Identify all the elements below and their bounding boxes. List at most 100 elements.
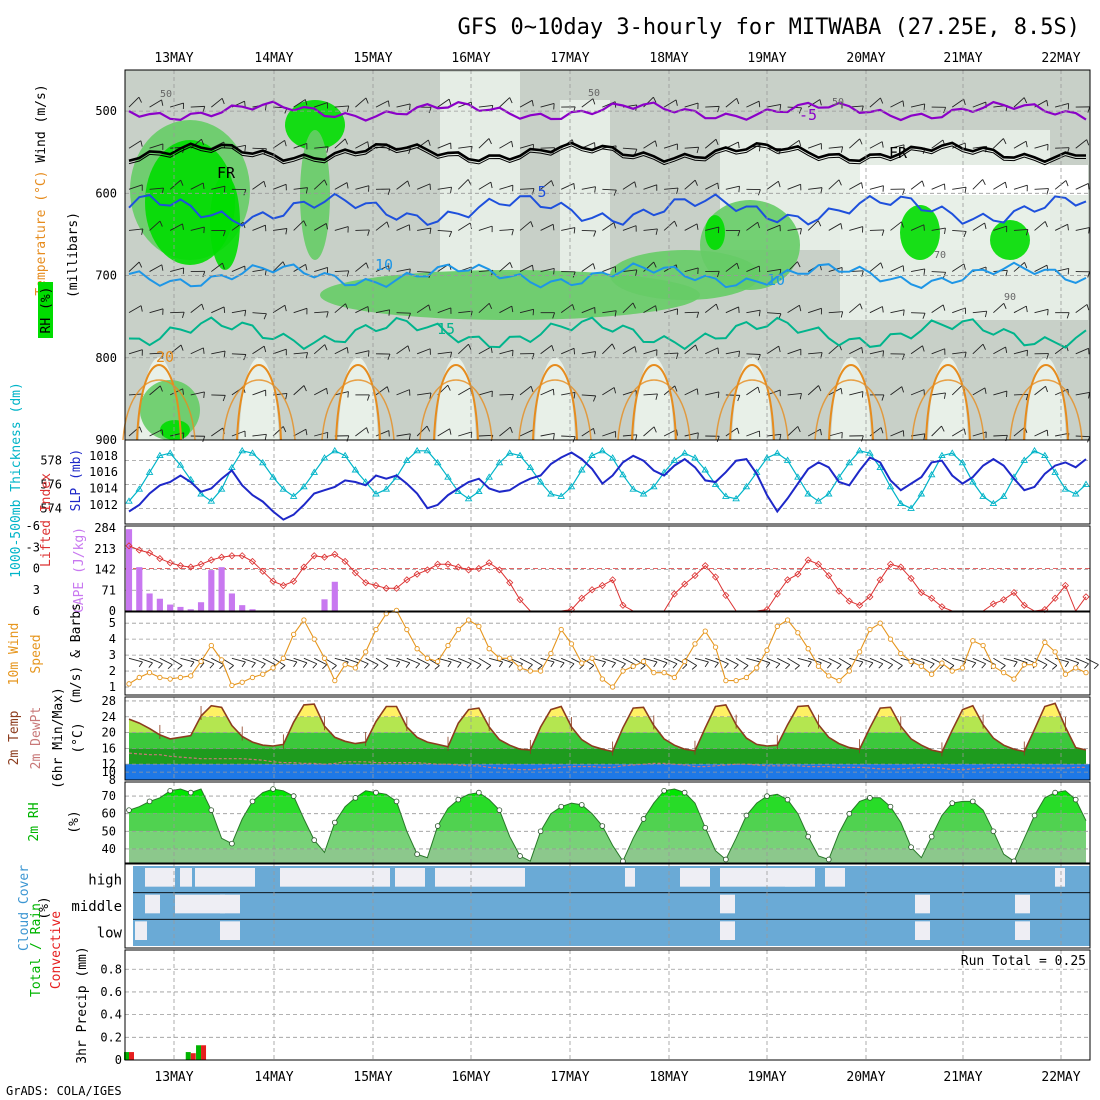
rh-column bbox=[338, 357, 378, 440]
thickness-point bbox=[866, 449, 874, 456]
wind-barb bbox=[478, 346, 492, 355]
wind-barb-flag bbox=[447, 384, 451, 391]
precip-ylabel-part: 3hr Precip (mm) bbox=[75, 946, 90, 1063]
wind-barb-flag bbox=[634, 149, 638, 155]
wind-barb-flag bbox=[202, 271, 206, 278]
wind-barb bbox=[622, 302, 634, 313]
wind-barb-flag bbox=[222, 262, 225, 269]
surface-wind-barb bbox=[797, 657, 812, 663]
wind-barb-flag bbox=[222, 230, 226, 237]
wind-barb-flag bbox=[326, 146, 329, 153]
thickness-slp-panel: 574 576 578 1012 1014 1016 1018 1000-500mb Thic… bbox=[9, 382, 1091, 578]
lifted-index-point bbox=[475, 564, 483, 573]
surface-wind-barb-flag bbox=[331, 665, 337, 670]
upper-ylabel-part: Temperature (°C) bbox=[34, 163, 49, 296]
surface-wind-barb-flag bbox=[228, 665, 234, 670]
wind-barb-flag bbox=[632, 302, 636, 309]
wind-speed-point bbox=[568, 641, 575, 647]
thickness-point bbox=[300, 482, 308, 490]
surface-wind-barb bbox=[581, 657, 595, 666]
rh-legend-label-part: RH (%) bbox=[39, 287, 54, 334]
surface-wind-barb bbox=[128, 657, 143, 663]
lifted-index-point bbox=[495, 566, 504, 574]
wind-barb bbox=[375, 265, 389, 272]
wind-speed-point bbox=[815, 663, 822, 669]
surface-wind-barb bbox=[715, 657, 729, 665]
wind-barb-flag bbox=[141, 228, 144, 235]
surface-wind-barb-flag bbox=[1000, 665, 1006, 670]
surface-wind-barb-flag bbox=[261, 663, 266, 669]
wind-speed-point bbox=[630, 663, 636, 669]
wind-barb-flag bbox=[572, 304, 575, 311]
temp-contour-20-loop bbox=[433, 364, 479, 441]
wind-speed-point bbox=[290, 631, 297, 637]
lifted-index-point bbox=[362, 579, 370, 587]
lifted-index-point bbox=[670, 590, 678, 598]
temp-ylabel-2-part: 2m DewPt bbox=[29, 707, 44, 770]
wind-barb bbox=[766, 180, 779, 190]
rh-point bbox=[558, 803, 564, 810]
cloud-ylabel-2-text: (%) bbox=[37, 896, 52, 919]
surface-wind-barb bbox=[489, 657, 503, 663]
thickness-ylabel: 1000-500mb Thickness (dm) bbox=[9, 382, 24, 578]
wind-speed-point bbox=[682, 658, 688, 665]
wind-barb bbox=[1075, 347, 1089, 355]
rh-point bbox=[249, 798, 256, 805]
surface-wind-barb bbox=[869, 657, 883, 665]
wind-barb-flag bbox=[676, 352, 679, 359]
wind-barb bbox=[293, 263, 306, 272]
wind-ylabel-1-text: 10m Wind bbox=[7, 623, 22, 686]
lifted-index-point bbox=[197, 560, 205, 568]
lifted-index-point bbox=[609, 576, 617, 584]
wind-barb bbox=[149, 385, 161, 396]
rh-point bbox=[537, 828, 544, 835]
cape-bar bbox=[249, 609, 256, 611]
surface-wind-barb-flag bbox=[209, 663, 215, 669]
surface-wind-barb-flag bbox=[1093, 664, 1099, 670]
precip-total-bar bbox=[196, 1045, 202, 1060]
thickness-point bbox=[1051, 468, 1059, 475]
surface-wind-barb bbox=[705, 657, 719, 664]
rh-column bbox=[535, 357, 575, 440]
wind-barb-flag bbox=[758, 310, 761, 317]
wind-barb-flag bbox=[201, 303, 205, 310]
contour-label: FR bbox=[217, 164, 236, 182]
wind-barb bbox=[972, 343, 984, 355]
rh-ylabel-2-text: (%) bbox=[67, 810, 82, 833]
bottom-date-label: 18MAY bbox=[649, 1070, 688, 1085]
wind-barb-flag bbox=[553, 268, 555, 275]
surface-wind-barb bbox=[355, 657, 369, 665]
temp-contour-20-outer bbox=[321, 379, 395, 441]
wind-barb-flag bbox=[1067, 268, 1070, 275]
wind-barb-flag bbox=[573, 227, 576, 234]
lifted-index-point bbox=[156, 555, 164, 563]
wind-barb bbox=[478, 434, 493, 437]
lifted-index-point bbox=[176, 562, 185, 570]
wind-barb bbox=[458, 310, 473, 314]
wind-barb bbox=[499, 426, 511, 437]
cape-tick: 142 bbox=[94, 563, 116, 577]
wind-barb-flag bbox=[1025, 306, 1028, 313]
surface-wind-barb-flag bbox=[476, 664, 482, 670]
wind-barb bbox=[643, 96, 654, 108]
wind-barb bbox=[561, 435, 576, 438]
wind-barb-flag bbox=[467, 179, 472, 186]
thickness-point bbox=[783, 456, 792, 463]
wind-barb-flag bbox=[799, 393, 802, 400]
thickness-point bbox=[1041, 451, 1049, 459]
wind-barb bbox=[355, 97, 367, 108]
wind-barb bbox=[375, 100, 389, 108]
wind-barb bbox=[828, 146, 843, 149]
precip-convective-bar bbox=[129, 1052, 134, 1060]
wind-barb-flag bbox=[635, 269, 638, 276]
wind-barb-flag bbox=[861, 435, 864, 442]
wind-barb-flag bbox=[490, 182, 493, 189]
surface-wind-barb-flag bbox=[373, 664, 379, 670]
wind-speed-point bbox=[980, 642, 986, 649]
wind-barb bbox=[972, 310, 987, 314]
thickness-point bbox=[619, 470, 627, 478]
wind-barb bbox=[313, 179, 325, 190]
wind-barb bbox=[252, 389, 266, 396]
precip-tick: 0.2 bbox=[100, 1030, 122, 1044]
rh-point bbox=[990, 828, 997, 835]
